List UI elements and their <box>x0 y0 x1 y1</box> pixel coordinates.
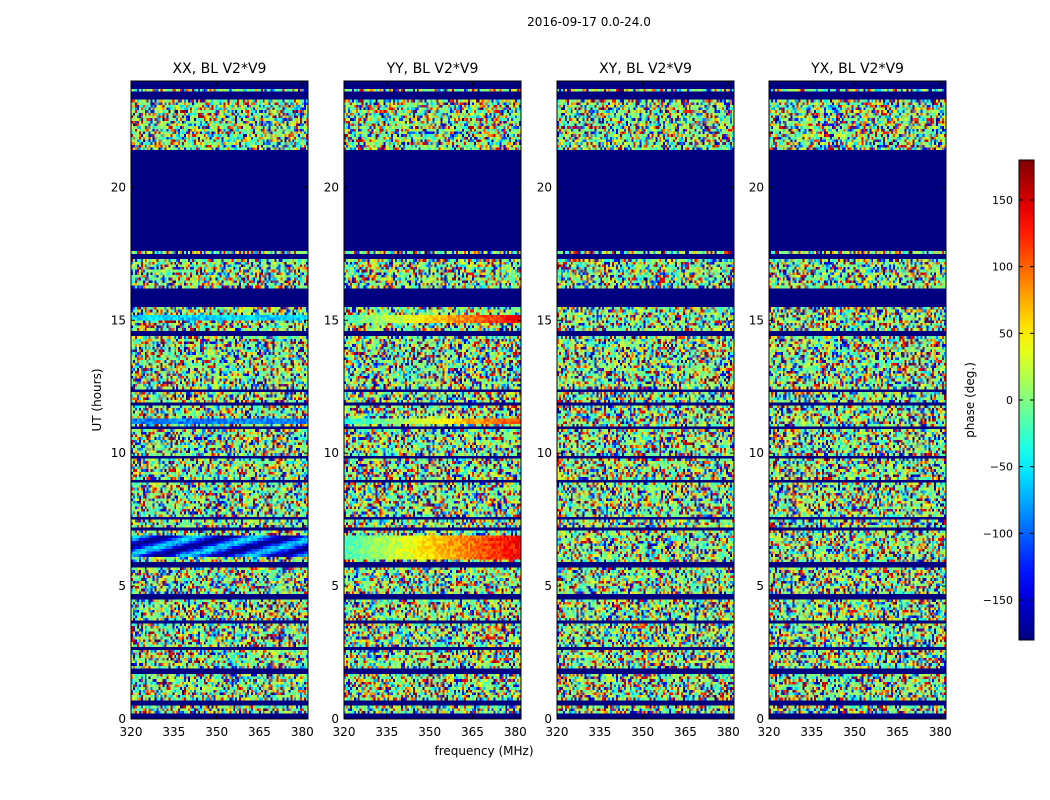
y-tick-label: 0 <box>544 712 552 726</box>
y-tick-label: 0 <box>756 712 764 726</box>
x-tick-label: 365 <box>674 725 697 739</box>
colorbar-tick-label: 50 <box>999 327 1013 340</box>
y-tick-label: 5 <box>544 579 552 593</box>
x-tick-label: 335 <box>162 725 185 739</box>
panel-xy: XY, BL V2*V9 320 335 350 365 380 0 5 10 15 20 <box>537 61 740 739</box>
x-tick-label: 380 <box>717 725 740 739</box>
y-tick-label: 20 <box>749 180 764 194</box>
panel-title: YX, BL V2*V9 <box>810 61 904 77</box>
colorbar-tick-label: −50 <box>990 461 1013 474</box>
y-tick-label: 10 <box>111 446 126 460</box>
panel-title: YY, BL V2*V9 <box>386 61 479 77</box>
x-tick-label: 320 <box>333 725 356 739</box>
y-tick-label: 10 <box>749 446 764 460</box>
colorbar-tick-label: 0 <box>1006 394 1013 407</box>
x-tick-label: 380 <box>929 725 952 739</box>
y-tick-label: 15 <box>537 313 552 327</box>
panel-title: XY, BL V2*V9 <box>599 61 692 77</box>
panel-xx: XX, BL V2*V9 320 335 350 365 380 0 5 10 15 20 <box>111 61 314 739</box>
heatmap-image <box>131 81 308 719</box>
y-tick-label: 20 <box>111 180 126 194</box>
colorbar-label: phase (deg.) <box>963 362 977 438</box>
y-tick-label: 15 <box>324 313 339 327</box>
x-tick-label: 350 <box>843 725 866 739</box>
y-tick-label: 20 <box>324 180 339 194</box>
y-axis-label: UT (hours) <box>90 368 104 431</box>
panel-frame <box>130 80 309 720</box>
x-tick-label: 350 <box>631 725 654 739</box>
panel-frame <box>343 80 522 720</box>
x-tick-label: 380 <box>504 725 527 739</box>
colorbar-tick-label: 100 <box>992 261 1013 274</box>
y-tick-label: 20 <box>537 180 552 194</box>
y-tick-label: 10 <box>537 446 552 460</box>
x-tick-label: 380 <box>291 725 314 739</box>
heatmap-image <box>557 81 734 719</box>
panel-frame <box>556 80 735 720</box>
panel-frame <box>768 80 947 720</box>
y-tick-label: 5 <box>118 579 126 593</box>
y-tick-label: 0 <box>331 712 339 726</box>
x-tick-label: 365 <box>248 725 271 739</box>
x-tick-label: 320 <box>546 725 569 739</box>
panel-title: XX, BL V2*V9 <box>173 61 267 77</box>
y-tick-label: 5 <box>331 579 339 593</box>
heatmap-image <box>769 81 946 719</box>
x-tick-label: 365 <box>461 725 484 739</box>
panel-yy: YY, BL V2*V9 320 335 350 365 380 0 5 10 15 20 <box>324 61 527 739</box>
x-tick-label: 365 <box>886 725 909 739</box>
x-tick-label: 335 <box>375 725 398 739</box>
colorbar-tick-label: −100 <box>983 527 1013 540</box>
colorbar-tick-label: −150 <box>983 594 1013 607</box>
suptitle: 2016-09-17 0.0-24.0 <box>527 15 651 29</box>
y-tick-label: 0 <box>118 712 126 726</box>
y-tick-label: 15 <box>749 313 764 327</box>
colorbar-tick-label: 150 <box>992 194 1013 207</box>
x-tick-label: 335 <box>800 725 823 739</box>
x-tick-label: 335 <box>588 725 611 739</box>
panel-yx: YX, BL V2*V9 320 335 350 365 380 0 5 10 15 20 <box>749 61 952 739</box>
y-tick-label: 15 <box>111 313 126 327</box>
x-tick-label: 350 <box>205 725 228 739</box>
x-tick-label: 350 <box>418 725 441 739</box>
heatmap-image <box>344 81 521 719</box>
x-tick-label: 320 <box>120 725 143 739</box>
y-tick-label: 5 <box>756 579 764 593</box>
x-axis-label: frequency (MHz) <box>434 744 533 758</box>
y-tick-label: 10 <box>324 446 339 460</box>
x-tick-label: 320 <box>758 725 781 739</box>
colorbar: 150 100 50 0 −50 −100 −150 <box>983 159 1035 641</box>
